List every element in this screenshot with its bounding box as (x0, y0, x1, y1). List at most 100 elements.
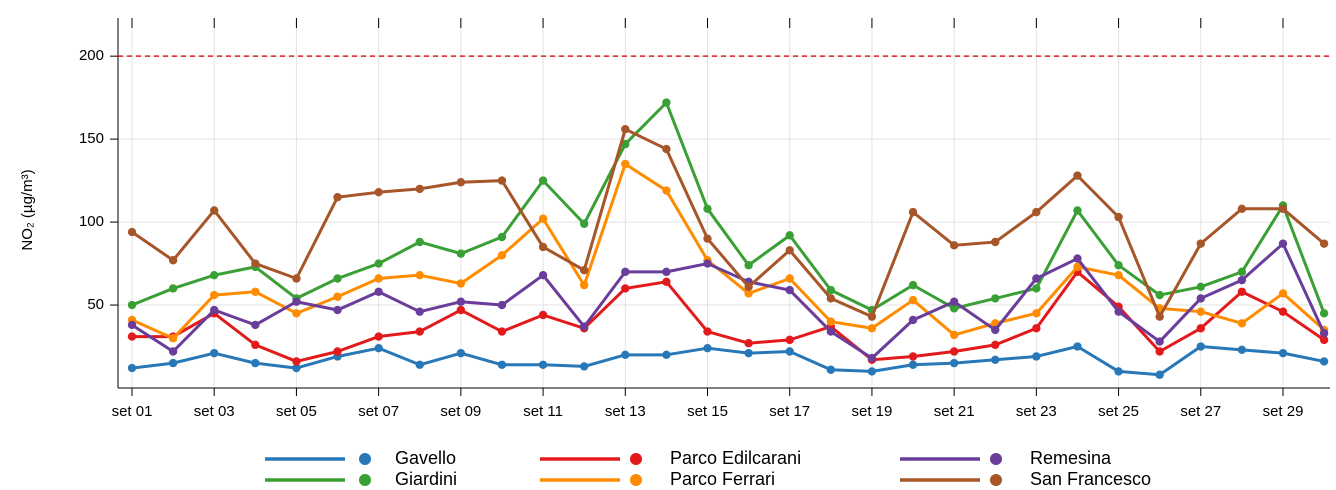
data-point (497, 360, 507, 369)
x-tick-label: set 15 (687, 403, 728, 420)
data-point (991, 355, 1000, 364)
data-point (292, 274, 301, 283)
x-tick-label: set 27 (1180, 403, 1221, 420)
data-point (374, 343, 383, 353)
series-line (131, 242, 1326, 360)
data-point (168, 256, 178, 265)
data-point (744, 289, 753, 298)
data-point (1155, 337, 1164, 346)
legend-label: Parco Edilcarani (670, 448, 801, 468)
data-point (497, 176, 507, 185)
data-point (333, 292, 342, 301)
data-point (456, 178, 466, 187)
data-point (1237, 267, 1247, 277)
data-point (991, 340, 1000, 350)
data-point (168, 334, 178, 343)
data-point (497, 232, 507, 242)
series-line (131, 345, 1325, 377)
data-point (210, 206, 219, 215)
data-point (908, 352, 918, 361)
x-tick-label: set 19 (851, 403, 892, 420)
data-point (744, 348, 753, 358)
data-point (1278, 348, 1288, 358)
data-point (703, 343, 712, 353)
data-point (374, 259, 383, 268)
data-point (867, 367, 877, 376)
x-tick-label: set 13 (605, 403, 646, 420)
data-point (1196, 342, 1205, 351)
data-point (1319, 329, 1329, 338)
x-tick-label: set 11 (523, 403, 563, 420)
y-tick-label: 50 (87, 296, 104, 313)
data-point (374, 287, 383, 296)
data-point (1032, 274, 1041, 283)
data-point (538, 310, 548, 320)
data-point (1237, 345, 1247, 355)
data-point (1032, 309, 1041, 318)
data-point (292, 297, 301, 306)
data-point (621, 284, 630, 293)
data-point (1237, 319, 1247, 328)
data-point (1319, 309, 1329, 318)
data-point (991, 237, 1000, 247)
data-point (744, 339, 753, 348)
data-point (374, 332, 383, 341)
data-point (1196, 307, 1205, 316)
data-point (374, 274, 383, 283)
data-point (415, 184, 424, 194)
data-point (127, 300, 137, 310)
data-point (1114, 307, 1123, 316)
data-point (251, 287, 260, 296)
data-point (1319, 335, 1329, 345)
y-tick-label: 100 (79, 213, 104, 230)
data-point (415, 270, 424, 280)
data-point (826, 327, 836, 336)
data-point (785, 231, 794, 240)
x-tick-label: set 01 (112, 403, 153, 420)
data-point (251, 358, 260, 368)
data-point (908, 207, 918, 217)
series-line (131, 101, 1326, 314)
data-point (1073, 206, 1082, 215)
data-point (415, 360, 424, 369)
series-line (132, 270, 1325, 363)
legend-dot (990, 453, 1002, 465)
data-point (908, 280, 918, 290)
data-point (1073, 262, 1082, 272)
data-point (826, 365, 836, 374)
data-point (415, 327, 424, 336)
y-tick-label: 150 (79, 130, 104, 147)
x-tick-label: set 29 (1263, 403, 1304, 420)
data-point (127, 332, 137, 341)
data-point (1114, 261, 1123, 270)
data-point (538, 360, 548, 369)
data-point (1032, 352, 1041, 361)
data-point (785, 335, 794, 345)
data-point (1032, 207, 1041, 217)
data-point (662, 186, 671, 195)
data-point (621, 139, 630, 149)
data-point (826, 294, 836, 303)
data-point (703, 204, 712, 214)
data-point (703, 259, 712, 268)
data-point (621, 159, 630, 169)
data-point (826, 317, 836, 326)
series-line (131, 162, 1326, 340)
y-axis-label: NO₂ (µg/m³) (19, 169, 36, 250)
data-point (1114, 212, 1123, 222)
data-point (251, 340, 260, 350)
data-point (210, 270, 219, 280)
data-point (579, 280, 589, 290)
data-point (1032, 284, 1041, 293)
legend-label: Giardini (395, 469, 457, 489)
data-point (538, 176, 548, 185)
x-tick-label: set 21 (934, 403, 975, 420)
data-point (867, 353, 877, 363)
data-point (1155, 290, 1164, 300)
data-point (949, 358, 959, 368)
legend-dot (359, 453, 371, 465)
data-point (1114, 367, 1123, 376)
data-point (456, 297, 466, 306)
data-point (292, 363, 301, 373)
data-point (621, 124, 630, 134)
